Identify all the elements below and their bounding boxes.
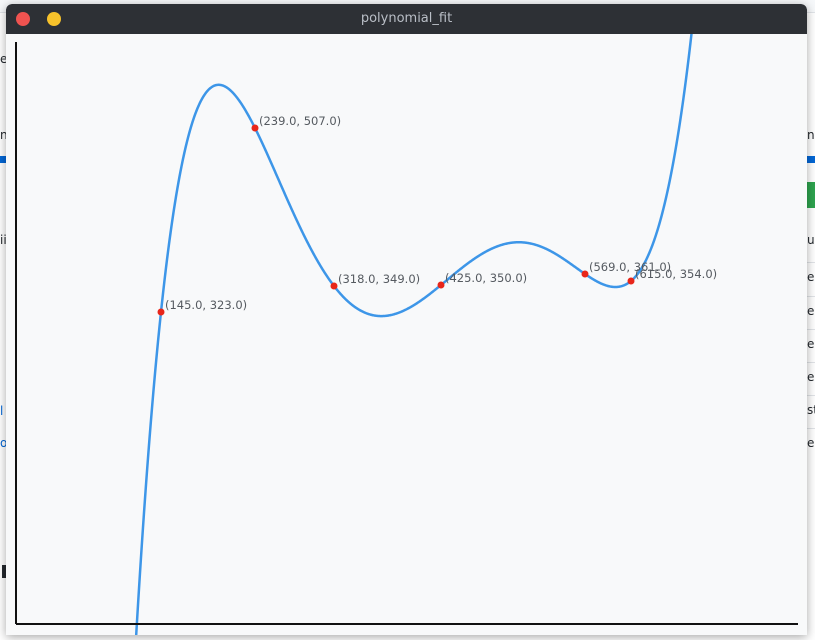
background-link-fragment[interactable]: o	[0, 436, 6, 450]
data-point-label: (615.0, 354.0)	[635, 267, 717, 281]
background-row-divider	[807, 329, 815, 330]
background-row-divider	[807, 395, 815, 396]
background-text-fragment: es	[807, 304, 815, 318]
background-tab-underline-left	[0, 156, 6, 163]
points-layer: (145.0, 323.0) (239.0, 507.0) (318.0, 349.…	[157, 114, 717, 316]
background-text-fragment: et	[0, 52, 6, 66]
window-titlebar[interactable]: polynomial_fit	[6, 4, 807, 34]
data-point-label: (569.0, 361.0)	[589, 260, 671, 274]
background-text-fragment: es	[807, 337, 815, 351]
data-point-label: (425.0, 350.0)	[445, 271, 527, 285]
polynomial-curve	[134, 34, 693, 635]
background-tab-underline-right	[807, 156, 815, 163]
background-text-fragment: st	[807, 403, 815, 417]
background-text-fragment: us	[807, 233, 815, 247]
polynomial-fit-window: polynomial_fit (145.0, 323.0) (239.0, 507…	[6, 4, 807, 635]
close-window-button[interactable]	[16, 12, 30, 26]
background-heading-fragment: n	[0, 556, 6, 584]
data-point[interactable]	[627, 277, 635, 285]
data-point-label: (239.0, 507.0)	[259, 114, 341, 128]
background-link-fragment[interactable]: l	[0, 404, 4, 418]
data-point-label: (318.0, 349.0)	[338, 272, 420, 286]
data-point-label: (145.0, 323.0)	[165, 298, 247, 312]
background-row-divider	[807, 428, 815, 429]
axes	[15, 42, 798, 625]
background-row-divider	[807, 362, 815, 363]
background-row-divider	[807, 296, 815, 297]
background-text-fragment: es	[807, 436, 815, 450]
data-point[interactable]	[251, 124, 259, 132]
curve-layer	[134, 34, 693, 635]
minimize-window-button[interactable]	[47, 12, 61, 26]
background-row-divider	[807, 262, 815, 263]
data-point[interactable]	[581, 270, 589, 278]
background-text-fragment: es	[807, 370, 815, 384]
data-point[interactable]	[330, 282, 338, 290]
data-point[interactable]	[157, 308, 165, 316]
background-green-button[interactable]	[807, 182, 815, 208]
background-text-fragment: es	[807, 270, 815, 284]
plot-svg: (145.0, 323.0) (239.0, 507.0) (318.0, 349.…	[15, 34, 798, 635]
data-point[interactable]	[437, 281, 445, 289]
background-text-fragment: n	[807, 128, 815, 142]
background-text-fragment: n	[0, 128, 6, 142]
background-text-fragment: ii	[0, 233, 6, 247]
window-title: polynomial_fit	[360, 11, 453, 26]
plot-canvas[interactable]: (145.0, 323.0) (239.0, 507.0) (318.0, 349.…	[6, 34, 807, 635]
